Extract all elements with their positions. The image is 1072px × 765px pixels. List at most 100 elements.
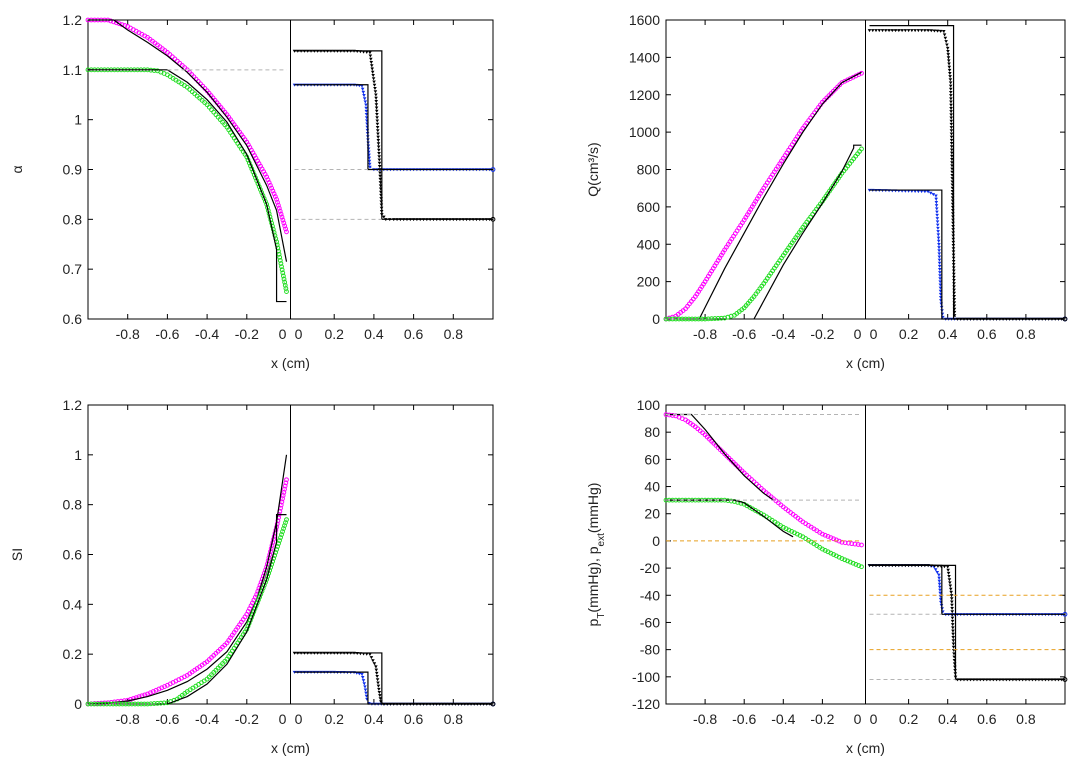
series-trace — [294, 652, 493, 705]
series-upstream-magenta-exact — [87, 454, 288, 705]
data-point — [126, 701, 132, 707]
data-point — [278, 261, 284, 266]
y-tick-label: -20 — [640, 560, 660, 576]
data-point — [948, 587, 953, 591]
data-point — [364, 103, 368, 107]
series-trace — [869, 189, 1065, 320]
data-point — [376, 145, 381, 149]
data-point — [132, 701, 138, 707]
data-point — [935, 570, 940, 574]
data-point — [281, 276, 287, 282]
data-point — [378, 171, 382, 175]
data-point — [670, 316, 675, 322]
data-point — [943, 36, 948, 40]
y-tick-label: -120 — [632, 696, 660, 712]
x-tick-label: -0.8 — [693, 326, 717, 342]
data-point — [938, 588, 942, 592]
data-point — [937, 252, 942, 256]
y-tick-label: 1400 — [629, 49, 660, 65]
y-tick-label: 0.9 — [63, 162, 83, 178]
data-point — [368, 51, 372, 55]
data-point — [949, 116, 954, 120]
data-point — [942, 565, 947, 569]
y-axis-label: pT(mmHg), pext(mmHg) — [585, 483, 607, 627]
data-point — [369, 60, 374, 64]
data-point — [950, 610, 955, 614]
data-point — [890, 29, 895, 33]
data-point — [282, 523, 287, 528]
data-point — [934, 204, 939, 208]
series-trace — [665, 414, 862, 546]
data-point — [919, 29, 924, 33]
data-point — [949, 145, 954, 149]
data-point — [935, 220, 940, 224]
data-point — [280, 217, 286, 223]
data-point — [945, 46, 950, 50]
x-tick-label: -0.2 — [235, 711, 259, 727]
y-tick-label: 0.8 — [63, 497, 83, 513]
data-point — [368, 165, 372, 169]
data-point — [948, 584, 953, 588]
data-point — [948, 71, 952, 75]
y-tick-label: 60 — [644, 451, 660, 467]
data-point — [897, 29, 901, 33]
data-point — [130, 696, 136, 701]
data-point — [676, 316, 682, 322]
y-tick-label: 40 — [644, 479, 660, 495]
data-point — [375, 678, 380, 682]
data-point — [946, 568, 950, 572]
data-point — [363, 688, 368, 692]
data-point — [951, 639, 956, 643]
y-tick-label: 0.8 — [63, 211, 83, 227]
data-point — [374, 109, 379, 113]
data-point — [938, 277, 942, 281]
x-tick-label: 0.6 — [977, 711, 997, 727]
data-point — [936, 233, 941, 237]
series-downstream-black-numeric — [867, 564, 1068, 682]
series-trace — [87, 479, 287, 705]
data-point — [673, 316, 679, 322]
series-downstream-blue-numeric — [292, 670, 496, 707]
x-tick-label: -0.8 — [116, 326, 140, 342]
x-tick-label: 0.8 — [444, 711, 464, 727]
data-point — [369, 656, 374, 660]
data-point — [947, 68, 952, 72]
data-point — [948, 78, 953, 82]
data-point — [822, 532, 828, 538]
data-point — [951, 636, 955, 640]
data-point — [280, 273, 286, 279]
series-downstream-black-exact — [294, 50, 493, 220]
y-tick-label: -100 — [632, 669, 660, 685]
data-point — [368, 652, 372, 656]
data-point — [853, 562, 859, 567]
x-tick-label: 0.8 — [1016, 326, 1036, 342]
data-point — [377, 690, 382, 694]
x-tick-label: -0.6 — [155, 711, 179, 727]
data-point — [142, 701, 147, 707]
x-tick-label: -0.6 — [155, 326, 179, 342]
panel-SI: 00.20.40.60.811.2-0.8 -0.6 -0.4 -0.2 0 0 0.2 0.… — [9, 397, 496, 756]
data-point — [937, 576, 941, 580]
data-point — [107, 701, 113, 707]
data-point — [374, 106, 379, 110]
data-point — [950, 623, 955, 627]
panel-alpha: 0.6 0.7 0.8 0.9 1 1.1 1.2 -0.8 -0.6 -0.4 -0.2 0 0 0.2… — [9, 12, 496, 371]
y-tick-label: 1 — [74, 447, 82, 463]
data-point — [948, 581, 952, 585]
y-tick-label: 0.6 — [63, 547, 83, 563]
data-point — [949, 103, 953, 107]
data-point — [375, 122, 380, 126]
x-tick-label: 0 — [279, 326, 287, 342]
x-tick-label: 0.6 — [404, 711, 424, 727]
x-tick-label: -0.6 — [732, 326, 756, 342]
data-point — [931, 193, 936, 197]
data-point — [874, 29, 878, 33]
data-point — [277, 208, 283, 214]
data-point — [378, 694, 382, 698]
data-point — [279, 214, 285, 220]
data-point — [370, 67, 375, 71]
data-point — [936, 226, 940, 230]
x-tick-label: -0.8 — [693, 711, 717, 727]
series-trace — [869, 29, 1065, 320]
data-point — [277, 538, 282, 543]
